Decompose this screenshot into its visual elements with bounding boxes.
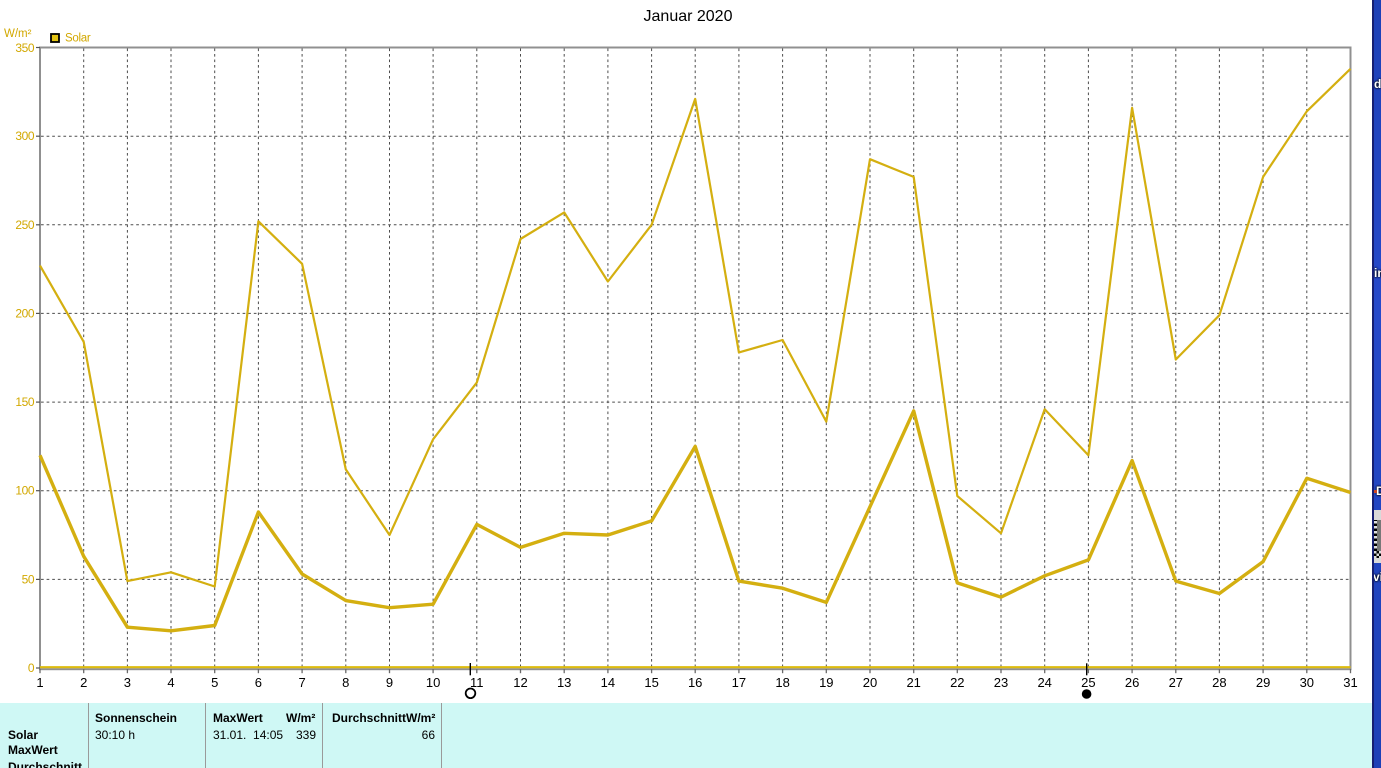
svg-text:25: 25	[1081, 675, 1095, 690]
svg-text:150: 150	[15, 395, 35, 409]
svg-text:200: 200	[15, 306, 35, 320]
svg-text:29: 29	[1256, 675, 1270, 690]
svg-text:13: 13	[557, 675, 571, 690]
svg-text:W/m²: W/m²	[4, 28, 32, 40]
svg-text:50: 50	[22, 572, 35, 586]
svg-text:16: 16	[688, 675, 702, 690]
svg-text:4: 4	[167, 675, 174, 690]
svg-text:1: 1	[36, 675, 43, 690]
svg-text:100: 100	[15, 484, 35, 498]
svg-text:9: 9	[386, 675, 393, 690]
svg-text:10: 10	[426, 675, 440, 690]
svg-text:7: 7	[298, 675, 305, 690]
svg-text:24: 24	[1037, 675, 1051, 690]
svg-text:2: 2	[80, 675, 87, 690]
svg-text:21: 21	[906, 675, 920, 690]
svg-text:300: 300	[15, 129, 35, 143]
svg-text:8: 8	[342, 675, 349, 690]
svg-text:18: 18	[775, 675, 789, 690]
svg-text:23: 23	[994, 675, 1008, 690]
svg-text:31: 31	[1343, 675, 1357, 690]
svg-text:Solar: Solar	[65, 33, 91, 45]
svg-text:22: 22	[950, 675, 964, 690]
svg-text:19: 19	[819, 675, 833, 690]
svg-text:17: 17	[732, 675, 746, 690]
svg-text:30: 30	[1300, 675, 1314, 690]
svg-text:12: 12	[513, 675, 527, 690]
svg-text:3: 3	[124, 675, 131, 690]
svg-text:20: 20	[863, 675, 877, 690]
svg-text:5: 5	[211, 675, 218, 690]
svg-text:14: 14	[601, 675, 615, 690]
svg-text:6: 6	[255, 675, 262, 690]
svg-text:350: 350	[15, 41, 35, 55]
svg-text:250: 250	[15, 218, 35, 232]
svg-text:0: 0	[28, 661, 35, 675]
svg-text:28: 28	[1212, 675, 1226, 690]
svg-text:11: 11	[470, 675, 484, 690]
svg-text:26: 26	[1125, 675, 1139, 690]
svg-text:Januar 2020: Januar 2020	[644, 8, 733, 25]
svg-text:27: 27	[1169, 675, 1183, 690]
svg-text:15: 15	[644, 675, 658, 690]
